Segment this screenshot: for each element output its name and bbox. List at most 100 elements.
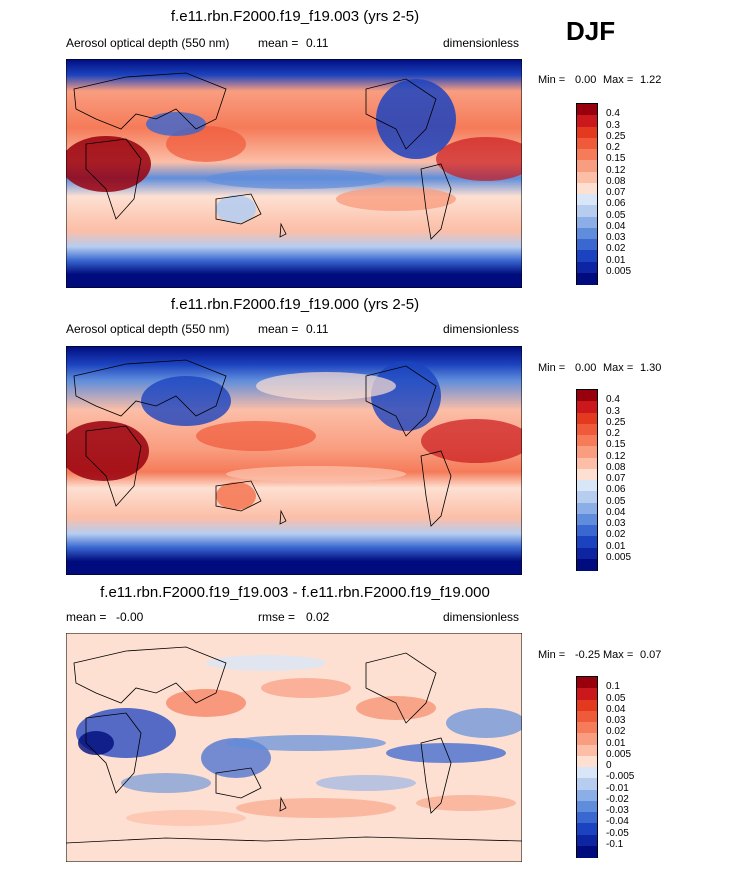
season-label: DJF (566, 16, 616, 46)
panel-3-colorbar (576, 676, 598, 858)
colorbar-tick-label: 0.03 (606, 715, 626, 726)
colorbar-tick-label: 0.06 (606, 198, 626, 210)
colorbar-swatch (577, 778, 597, 790)
colorbar-swatch (577, 390, 597, 402)
colorbar-swatch (577, 699, 597, 712)
colorbar-swatch (577, 401, 597, 413)
colorbar-tick-label: -0.02 (606, 793, 629, 805)
colorbar-swatch (577, 239, 597, 251)
panel-2-mean-value: 0.11 (306, 322, 329, 336)
colorbar-swatch (577, 216, 597, 229)
colorbar-swatch (577, 755, 597, 768)
colorbar-tick-label: 0.25 (606, 130, 626, 142)
panel-1-max-value: 1.22 (640, 74, 662, 86)
colorbar-swatch (577, 789, 597, 802)
colorbar-swatch (577, 547, 597, 560)
colorbar-tick-label: 0 (606, 760, 612, 771)
colorbar-swatch (577, 412, 597, 425)
panel-3-min-value: -0.25 (575, 649, 601, 661)
panel-2-min-label: Min = (538, 362, 566, 374)
panel-3-max-value: 0.07 (640, 649, 662, 661)
panel-3-mean-value: -0.00 (116, 610, 144, 624)
colorbar-swatch (577, 468, 597, 481)
colorbar-tick-label: -0.03 (606, 805, 629, 816)
colorbar-tick-label: 0.04 (606, 506, 626, 518)
colorbar-swatch (577, 491, 597, 503)
panel-1-mean-value: 0.11 (306, 36, 329, 50)
colorbar-tick-label: 0.05 (606, 209, 626, 221)
panel-1-colorbar (576, 103, 598, 285)
panel-2-aod-map (66, 346, 522, 575)
colorbar-swatch (577, 126, 597, 139)
colorbar-tick-label: 0.01 (606, 737, 626, 749)
colorbar-swatch (577, 677, 597, 689)
panel-3-min-label: Min = (538, 649, 566, 661)
colorbar-swatch (577, 812, 597, 824)
colorbar-swatch (577, 525, 597, 537)
panel-1-title: f.e11.rbn.F2000.f19_f19.003 (yrs 2-5) (170, 8, 420, 25)
colorbar-tick-label: 0.4 (606, 394, 620, 406)
colorbar-swatch (577, 558, 597, 571)
colorbar-swatch (577, 171, 597, 184)
colorbar-swatch (577, 205, 597, 217)
colorbar-swatch (577, 800, 597, 813)
colorbar-swatch (577, 834, 597, 847)
colorbar-tick-label: 0.3 (606, 405, 620, 417)
colorbar-tick-label: 0.05 (606, 692, 626, 704)
panel-2-title: f.e11.rbn.F2000.f19_f19.000 (yrs 2-5) (170, 296, 420, 313)
colorbar-tick-label: 0.01 (606, 540, 626, 552)
colorbar-tick-label: 0.1 (606, 681, 620, 693)
colorbar-tick-label: 0.15 (606, 439, 626, 451)
colorbar-tick-label: 0.12 (606, 450, 626, 462)
panel-2-colorbar (576, 389, 598, 571)
colorbar-tick-label: 0.07 (606, 473, 626, 484)
colorbar-swatch (577, 480, 597, 492)
panel-3-mean-label: mean = (66, 610, 107, 624)
colorbar-swatch (577, 261, 597, 274)
colorbar-swatch (577, 845, 597, 858)
colorbar-swatch (577, 710, 597, 723)
panel-1-units: dimensionless (443, 36, 520, 50)
colorbar-swatch (577, 733, 597, 745)
colorbar-swatch (577, 137, 597, 150)
colorbar-tick-label: 0.4 (606, 108, 620, 120)
colorbar-swatch (577, 536, 597, 548)
colorbar-swatch (577, 115, 597, 127)
colorbar-swatch (577, 149, 597, 161)
colorbar-tick-label: 0.3 (606, 119, 620, 131)
colorbar-swatch (577, 722, 597, 734)
colorbar-tick-label: 0.25 (606, 416, 626, 428)
colorbar-swatch (577, 767, 597, 779)
colorbar-swatch (577, 823, 597, 835)
panel-1-aod-map (66, 59, 522, 288)
panel-1-mean-label: mean = (258, 36, 299, 50)
colorbar-tick-label: 0.02 (606, 726, 626, 738)
panel-2-max-label: Max = (603, 362, 634, 374)
colorbar-tick-label: -0.005 (606, 771, 635, 783)
colorbar-tick-label: 0.05 (606, 495, 626, 507)
colorbar-tick-label: 0.15 (606, 153, 626, 165)
colorbar-tick-label: 0.08 (606, 461, 626, 473)
panel-3-title: f.e11.rbn.F2000.f19_f19.003 - f.e11.rbn.… (100, 584, 490, 601)
colorbar-swatch (577, 435, 597, 447)
colorbar-swatch (577, 272, 597, 285)
colorbar-tick-label: 0.08 (606, 175, 626, 187)
colorbar-tick-label: -0.04 (606, 816, 629, 828)
colorbar-swatch (577, 457, 597, 470)
colorbar-tick-label: 0.2 (606, 428, 620, 439)
colorbar-swatch (577, 104, 597, 116)
colorbar-tick-label: 0.03 (606, 518, 626, 529)
colorbar-tick-label: 0.005 (606, 748, 632, 760)
colorbar-tick-label: 0.03 (606, 232, 626, 243)
colorbar-tick-label: 0.04 (606, 220, 626, 232)
colorbar-swatch (577, 502, 597, 515)
panel-3-difference-map (66, 633, 522, 862)
colorbar-tick-label: -0.1 (606, 838, 624, 850)
panel-2-min-value: 0.00 (575, 362, 597, 374)
colorbar-swatch (577, 227, 597, 240)
colorbar-tick-label: 0.01 (606, 254, 626, 266)
panel-3-rmse-value: 0.02 (306, 610, 330, 624)
panel-3-units: dimensionless (443, 610, 520, 624)
colorbar-tick-label: 0.02 (606, 243, 626, 255)
panel-2-variable-label: Aerosol optical depth (550 nm) (66, 322, 230, 336)
